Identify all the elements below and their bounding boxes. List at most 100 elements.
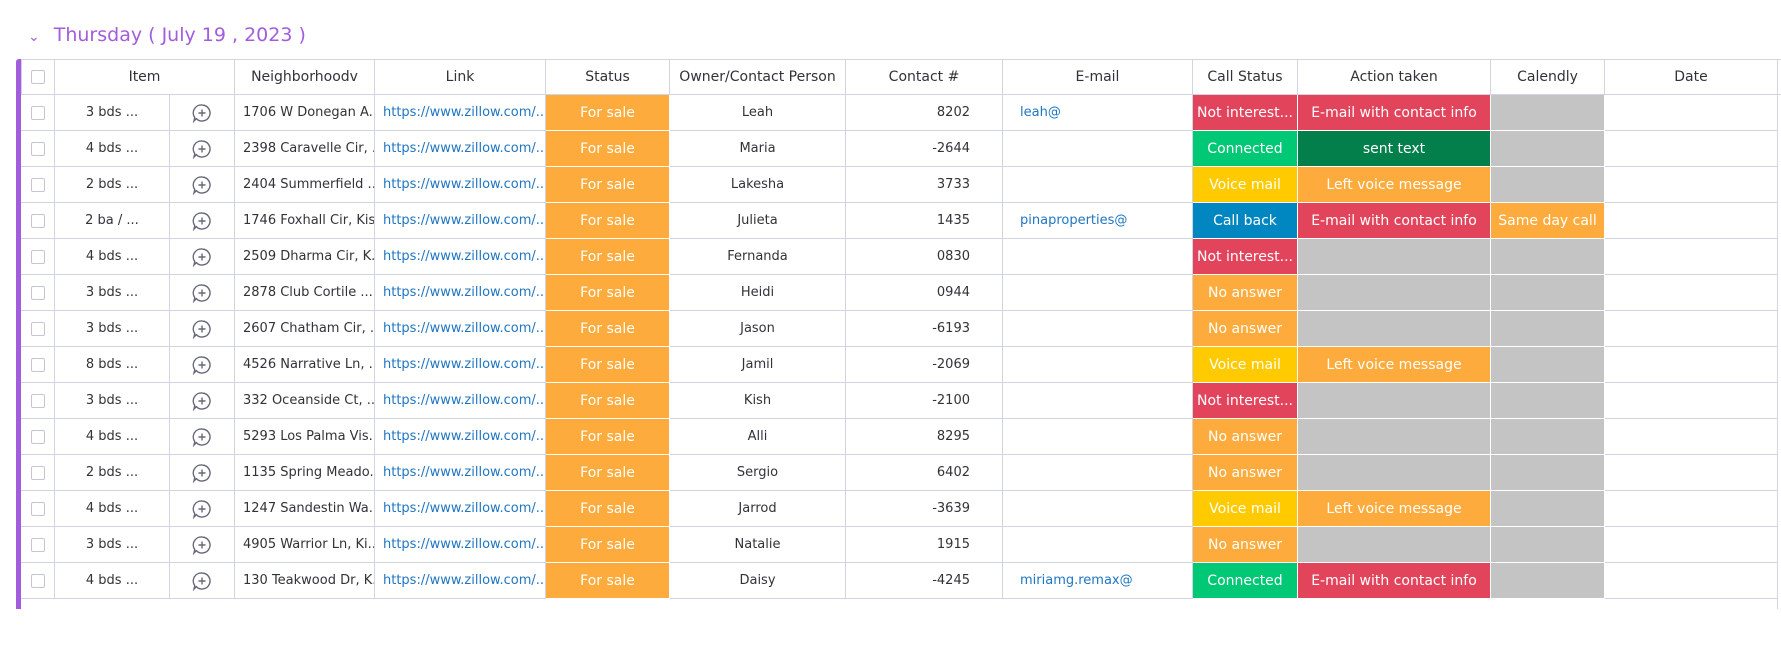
checkbox[interactable]: [30, 573, 45, 588]
item-cell[interactable]: 4 bds ...: [55, 563, 170, 599]
updates-cell[interactable]: [170, 347, 235, 383]
link-cell[interactable]: https://www.zillow.com/...: [375, 131, 546, 167]
add-update-icon[interactable]: [192, 535, 212, 555]
item-cell[interactable]: 3 bds ...: [55, 95, 170, 131]
link-cell[interactable]: https://www.zillow.com/...: [375, 311, 546, 347]
status-label[interactable]: For sale: [546, 347, 670, 383]
call-status-label[interactable]: Voice mail: [1193, 347, 1298, 383]
checkbox[interactable]: [30, 357, 45, 372]
column-header[interactable]: Date: [1605, 59, 1778, 95]
action-label[interactable]: E-mail with contact info: [1298, 95, 1491, 131]
checkbox[interactable]: [30, 213, 45, 228]
calendly-label[interactable]: [1491, 131, 1605, 167]
updates-cell[interactable]: [170, 95, 235, 131]
call-status-label[interactable]: No answer: [1193, 527, 1298, 563]
updates-cell[interactable]: [170, 563, 235, 599]
column-header[interactable]: Status: [546, 59, 670, 95]
status-label[interactable]: For sale: [546, 563, 670, 599]
call-status-label[interactable]: Voice mail: [1193, 167, 1298, 203]
add-update-icon[interactable]: [192, 319, 212, 339]
add-update-icon[interactable]: [192, 571, 212, 591]
date-cell[interactable]: [1605, 455, 1778, 491]
link-cell[interactable]: https://www.zillow.com/...: [375, 455, 546, 491]
call-status-label[interactable]: Call back: [1193, 203, 1298, 239]
link-cell[interactable]: https://www.zillow.com/...: [375, 383, 546, 419]
calendly-label[interactable]: [1491, 455, 1605, 491]
link-cell[interactable]: https://www.zillow.com/...: [375, 167, 546, 203]
call-status-label[interactable]: No answer: [1193, 275, 1298, 311]
date-cell[interactable]: [1605, 167, 1778, 203]
call-status-label[interactable]: No answer: [1193, 419, 1298, 455]
column-header[interactable]: Call Status: [1193, 59, 1298, 95]
status-label[interactable]: For sale: [546, 239, 670, 275]
updates-cell[interactable]: [170, 491, 235, 527]
checkbox[interactable]: [30, 321, 45, 336]
email-cell[interactable]: leah@: [1003, 95, 1193, 131]
checkbox[interactable]: [30, 501, 45, 516]
group-title[interactable]: ⌄ Thursday ( July 19 , 2023 ): [28, 24, 306, 46]
action-label[interactable]: [1298, 383, 1491, 419]
link-cell[interactable]: https://www.zillow.com/...: [375, 419, 546, 455]
status-label[interactable]: For sale: [546, 131, 670, 167]
column-header[interactable]: Link: [375, 59, 546, 95]
add-update-icon[interactable]: [192, 427, 212, 447]
calendly-label[interactable]: [1491, 95, 1605, 131]
action-label[interactable]: [1298, 455, 1491, 491]
date-cell[interactable]: [1605, 491, 1778, 527]
checkbox[interactable]: [30, 105, 45, 120]
updates-cell[interactable]: [170, 455, 235, 491]
add-update-icon[interactable]: [192, 139, 212, 159]
item-cell[interactable]: 2 ba / ...: [55, 203, 170, 239]
date-cell[interactable]: [1605, 419, 1778, 455]
link-cell[interactable]: https://www.zillow.com/...: [375, 527, 546, 563]
checkbox[interactable]: [31, 70, 45, 84]
column-header[interactable]: E-mail: [1003, 59, 1193, 95]
item-cell[interactable]: 4 bds ...: [55, 239, 170, 275]
email-cell[interactable]: miriamg.remax@: [1003, 563, 1193, 599]
status-label[interactable]: For sale: [546, 455, 670, 491]
action-label[interactable]: [1298, 311, 1491, 347]
status-label[interactable]: For sale: [546, 527, 670, 563]
add-update-icon[interactable]: [192, 175, 212, 195]
column-header[interactable]: Neighborhoodv: [235, 59, 375, 95]
updates-cell[interactable]: [170, 239, 235, 275]
status-label[interactable]: For sale: [546, 167, 670, 203]
action-label[interactable]: E-mail with contact info: [1298, 203, 1491, 239]
calendly-label[interactable]: [1491, 311, 1605, 347]
calendly-label[interactable]: [1491, 527, 1605, 563]
status-label[interactable]: For sale: [546, 383, 670, 419]
call-status-label[interactable]: No answer: [1193, 311, 1298, 347]
item-cell[interactable]: 4 bds ...: [55, 131, 170, 167]
column-header[interactable]: Action taken: [1298, 59, 1491, 95]
checkbox[interactable]: [30, 393, 45, 408]
action-label[interactable]: [1298, 275, 1491, 311]
status-label[interactable]: For sale: [546, 95, 670, 131]
checkbox[interactable]: [30, 141, 45, 156]
updates-cell[interactable]: [170, 419, 235, 455]
action-label[interactable]: Left voice message: [1298, 167, 1491, 203]
add-update-icon[interactable]: [192, 499, 212, 519]
checkbox[interactable]: [30, 537, 45, 552]
add-update-icon[interactable]: [192, 103, 212, 123]
checkbox[interactable]: [30, 285, 45, 300]
item-cell[interactable]: 4 bds ...: [55, 419, 170, 455]
calendly-label[interactable]: [1491, 383, 1605, 419]
item-cell[interactable]: 2 bds ...: [55, 167, 170, 203]
date-cell[interactable]: [1605, 239, 1778, 275]
calendly-label[interactable]: [1491, 419, 1605, 455]
updates-cell[interactable]: [170, 527, 235, 563]
checkbox[interactable]: [30, 177, 45, 192]
link-cell[interactable]: https://www.zillow.com/...: [375, 203, 546, 239]
link-cell[interactable]: https://www.zillow.com/...: [375, 347, 546, 383]
action-label[interactable]: [1298, 527, 1491, 563]
calendly-label[interactable]: Same day call: [1491, 203, 1605, 239]
date-cell[interactable]: [1605, 131, 1778, 167]
call-status-label[interactable]: Connected: [1193, 563, 1298, 599]
column-header[interactable]: Item: [55, 59, 235, 95]
item-cell[interactable]: 2 bds ...: [55, 455, 170, 491]
date-cell[interactable]: [1605, 347, 1778, 383]
call-status-label[interactable]: Not interest...: [1193, 239, 1298, 275]
link-cell[interactable]: https://www.zillow.com/...: [375, 239, 546, 275]
action-label[interactable]: [1298, 239, 1491, 275]
status-label[interactable]: For sale: [546, 275, 670, 311]
